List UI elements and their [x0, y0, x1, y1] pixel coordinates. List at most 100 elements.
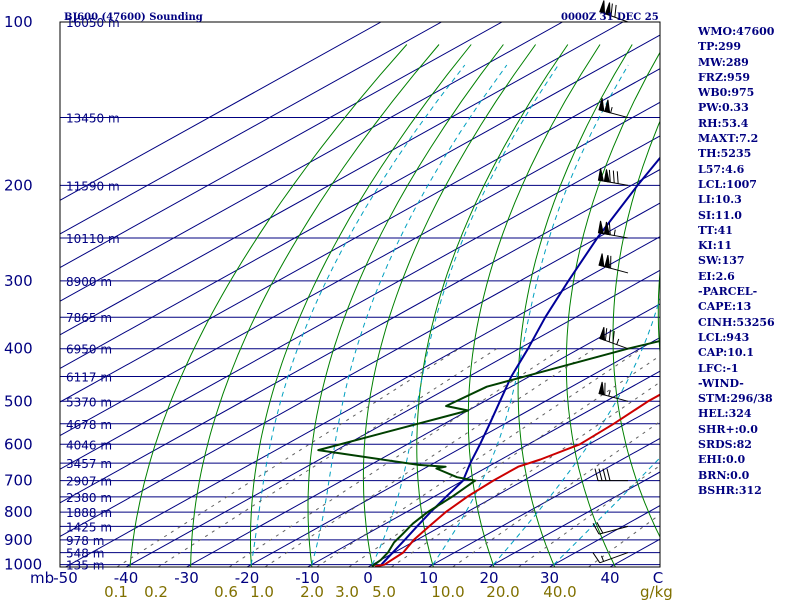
index-entry: FRZ:959	[698, 70, 751, 84]
mixing-ratio-tick-label: 0.1	[104, 583, 128, 600]
mixing-ratio-line	[316, 348, 642, 567]
isotherm-line	[60, 22, 442, 235]
temperature-tick-label: 30	[540, 569, 559, 587]
wind-barb	[592, 522, 629, 535]
index-entry: CINH:53256	[698, 315, 775, 329]
isotherm-line	[60, 168, 660, 504]
mixing-ratio-tick-label: 5.0	[372, 583, 396, 600]
wind-barb-pennant	[599, 0, 606, 15]
mixing-ratio-tick-label: 1.0	[250, 583, 274, 600]
dry-adiabat	[612, 120, 660, 539]
mixing-ratio-line	[264, 348, 595, 567]
height-label: 978 m	[66, 534, 104, 548]
isotherm-line	[246, 336, 660, 567]
index-entry: TP:299	[698, 40, 742, 54]
mixing-ratio-line	[116, 348, 460, 567]
wind-barb-pennant	[604, 99, 611, 114]
height-label: 11590 m	[66, 179, 120, 193]
temperature-tick-label: -40	[114, 569, 139, 587]
index-entry: -WIND-	[698, 376, 744, 390]
wind-barb-flag	[616, 171, 619, 184]
mixing-ratio-unit-label: g/kg	[640, 583, 673, 600]
temperature-tick-label: -20	[235, 569, 260, 587]
pressure-tick-label: 400	[4, 340, 33, 358]
wind-barb	[597, 168, 629, 186]
dry-adiabat	[467, 44, 601, 567]
wind-barb	[598, 253, 629, 274]
index-entry: EI:2.6	[698, 269, 735, 283]
isotherm-line	[60, 135, 660, 470]
pressure-tick-label: 600	[4, 435, 33, 453]
mixing-ratio-tick-label: 0.6	[214, 583, 238, 600]
isotherm-line	[60, 22, 563, 302]
isotherm-line	[186, 303, 660, 567]
height-label: 6950 m	[66, 343, 112, 357]
temperature-tick-label: -10	[295, 569, 320, 587]
temperature-tick-label: 20	[479, 569, 498, 587]
wind-barb-flag	[608, 222, 611, 235]
index-entry: MW:289	[698, 55, 749, 69]
dry-adiabat	[362, 44, 537, 567]
height-label: 5370 m	[66, 395, 112, 409]
dry-adiabat	[190, 44, 440, 567]
isotherm-line	[428, 437, 660, 567]
mixing-ratio-tick-label: 0.2	[144, 583, 168, 600]
wind-barb	[599, 327, 629, 350]
index-entry: -PARCEL-	[698, 285, 758, 299]
temperature-line	[374, 393, 660, 567]
dry-adiabat	[565, 51, 660, 567]
wind-barb	[598, 381, 629, 402]
index-entry: MAXT:7.2	[698, 132, 759, 146]
pressure-unit-label: mb	[30, 569, 54, 587]
wind-barb	[599, 0, 629, 23]
pressure-tick-label: 800	[4, 503, 33, 521]
mixing-ratio-tick-label: 10.0	[431, 583, 464, 600]
index-entry: RH:53.4	[698, 116, 749, 130]
wind-barb-pennant	[603, 169, 610, 183]
isotherm-line	[60, 22, 503, 269]
dry-adiabat	[517, 44, 633, 567]
index-entry: STM:296/38	[698, 392, 773, 406]
height-label: 10110 m	[66, 232, 120, 246]
wind-barb-pennant	[598, 381, 605, 396]
wind-barb	[594, 468, 628, 482]
index-entry: KI:11	[698, 239, 733, 253]
wind-barb-flag	[608, 329, 611, 342]
temperature-tick-label: -30	[174, 569, 199, 587]
height-label: 8900 m	[66, 275, 112, 289]
index-entry: WB0:975	[698, 86, 755, 100]
isotherm-line	[125, 269, 660, 567]
height-label: 6117 m	[66, 370, 112, 384]
isotherm-line	[60, 68, 660, 403]
wind-barb-pennant	[599, 327, 606, 341]
index-entry: LCL:1007	[698, 177, 757, 191]
wind-barb-flag	[606, 468, 611, 481]
dry-adiabat	[250, 44, 472, 567]
mixing-ratio-line	[348, 355, 660, 567]
wind-barb-half-flag	[601, 555, 605, 562]
temperature-unit-label: C	[653, 569, 663, 587]
moist-adiabat	[371, 64, 559, 565]
wind-barb-flag	[602, 468, 607, 481]
pressure-tick-label: 100	[4, 13, 33, 31]
index-entry: SHR+:0.0	[698, 422, 758, 436]
sounding-title: BJ600 (47600) Sounding	[64, 12, 203, 23]
moist-adiabat	[311, 64, 508, 565]
isotherm-line	[367, 404, 660, 567]
isotherm-line	[488, 471, 660, 567]
wind-barb-flag	[614, 4, 617, 18]
dewpoint-line	[317, 339, 660, 567]
height-label: 16050 m	[66, 16, 120, 30]
wind-barb-half-flag	[616, 338, 620, 345]
index-entry: BRN:0.0	[698, 468, 750, 482]
index-entry: TH:5235	[698, 147, 752, 161]
wind-barb-half-flag	[613, 229, 616, 236]
height-label: 2907 m	[66, 475, 112, 489]
pressure-tick-label: 1000	[4, 556, 42, 574]
moist-adiabat	[432, 64, 629, 565]
height-label: 7865 m	[66, 311, 112, 325]
index-entry: SRDS:82	[698, 438, 752, 452]
wind-barb-pennant	[597, 220, 605, 235]
height-label: 548 m	[66, 547, 104, 561]
mixing-ratio-tick-label: 3.0	[335, 583, 359, 600]
